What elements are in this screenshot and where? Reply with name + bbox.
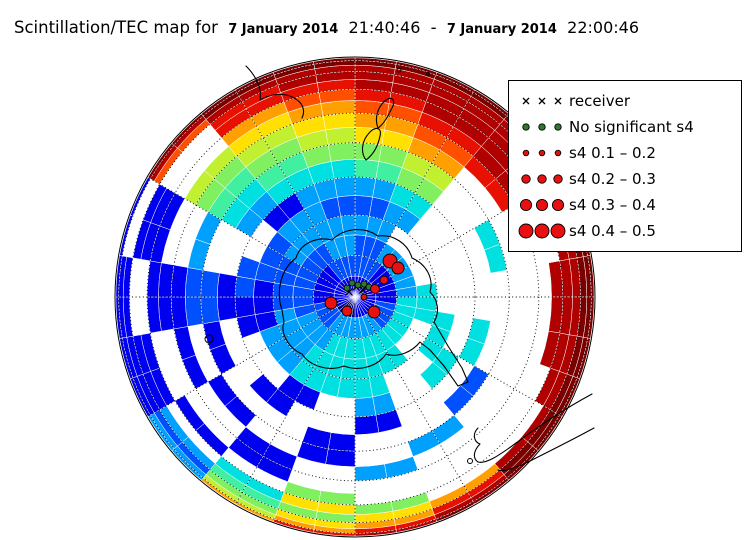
title-end-time: 22:00:46 [567, 18, 640, 37]
legend-item-s4-02-03: s4 0.2 – 0.3 [517, 166, 733, 192]
title-start-time: 21:40:46 [348, 18, 421, 37]
legend-item-receiver: receiver [517, 88, 733, 114]
legend-label: s4 0.1 – 0.2 [569, 144, 656, 162]
legend-item-no-s4: No significant s4 [517, 114, 733, 140]
legend-label: receiver [569, 92, 630, 110]
legend-item-s4-03-04: s4 0.3 – 0.4 [517, 192, 733, 218]
receiver-x-icon [517, 91, 569, 111]
legend-item-s4-04-05: s4 0.4 – 0.5 [517, 218, 733, 244]
green-dot-icon [517, 117, 569, 137]
legend-label: No significant s4 [569, 118, 694, 136]
red-dot-medium-icon [517, 169, 569, 189]
legend: receiver No significant s4 s4 0.1 – 0.2 … [508, 80, 742, 252]
title-separator: - [430, 18, 437, 37]
legend-item-s4-01-02: s4 0.1 – 0.2 [517, 140, 733, 166]
legend-label: s4 0.2 – 0.3 [569, 170, 656, 188]
title-end-date: 7 January 2014 [446, 22, 557, 37]
title-start-date: 7 January 2014 [228, 22, 339, 37]
red-dot-small-icon [517, 143, 569, 163]
red-dot-large-icon [517, 195, 569, 215]
legend-label: s4 0.3 – 0.4 [569, 196, 656, 214]
legend-label: s4 0.4 – 0.5 [569, 222, 656, 240]
figure-title: Scintillation/TEC map for 7 January 2014… [14, 18, 644, 37]
red-dot-xlarge-icon [517, 221, 569, 241]
title-prefix: Scintillation/TEC map for [14, 18, 218, 37]
